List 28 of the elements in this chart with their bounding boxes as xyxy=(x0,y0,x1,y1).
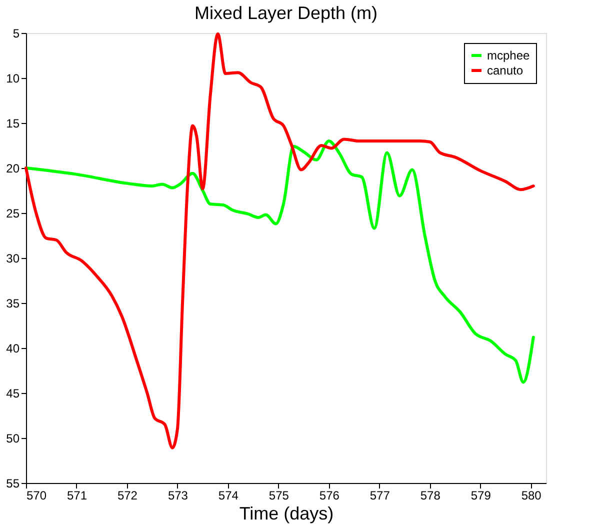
chart-title: Mixed Layer Depth (m) xyxy=(194,3,378,23)
x-tick-label: 579 xyxy=(470,488,492,502)
x-tick-label: 575 xyxy=(268,488,290,502)
line-series xyxy=(24,140,535,384)
x-tick-label: 580 xyxy=(521,488,542,502)
y-tick-label: 25 xyxy=(6,206,20,220)
legend-label: canuto xyxy=(487,64,524,78)
y-tick-label: 45 xyxy=(6,386,20,400)
y-tick-label: 35 xyxy=(6,296,20,310)
y-tick-label: 5 xyxy=(12,26,20,40)
y-tick-label: 50 xyxy=(6,432,20,446)
x-tick-label: 573 xyxy=(168,488,188,502)
x-tick-label: 577 xyxy=(370,488,390,502)
y-tick-label: 30 xyxy=(6,252,20,266)
line-series xyxy=(24,32,535,450)
x-tick-label: 578 xyxy=(420,488,441,502)
x-tick-label: 572 xyxy=(117,488,138,502)
y-tick-label: 20 xyxy=(6,162,20,176)
x-tick-label: 574 xyxy=(218,488,239,502)
x-tick-label: 576 xyxy=(319,488,340,502)
x-axis-title: Time (days) xyxy=(239,504,334,524)
y-tick-label: 10 xyxy=(6,72,20,86)
y-tick-label: 40 xyxy=(6,342,20,356)
x-tick-label: 570 xyxy=(26,488,47,502)
x-tick-label: 571 xyxy=(66,488,88,502)
legend-label: mcphee xyxy=(487,48,530,62)
y-tick-label: 15 xyxy=(6,116,20,130)
y-tick-label: 55 xyxy=(6,476,20,490)
